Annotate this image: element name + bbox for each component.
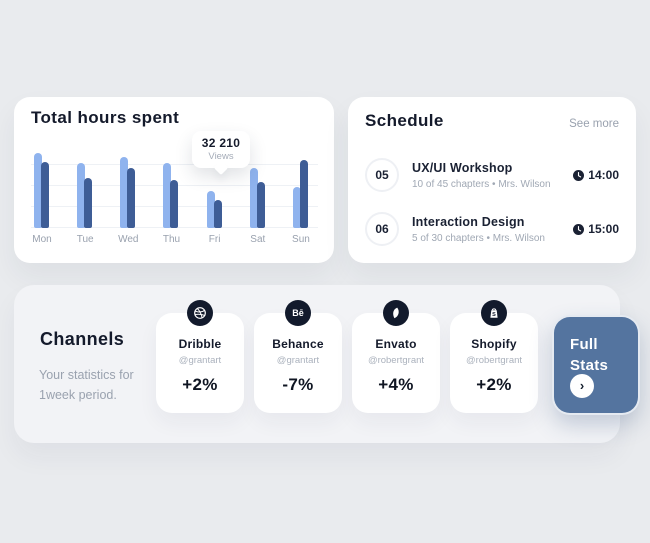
total-hours-title: Total hours spent — [31, 108, 180, 127]
schedule-item-main: Interaction Design 5 of 30 chapters • Mr… — [412, 215, 573, 244]
schedule-item-title: UX/UI Workshop — [412, 160, 513, 175]
channel-name: Shopify — [471, 337, 517, 351]
bar-group-sat[interactable]: Sat — [249, 145, 266, 245]
schedule-item-title: Interaction Design — [412, 214, 525, 229]
bar-dark[interactable] — [41, 162, 49, 228]
axis-label: Fri — [208, 234, 221, 245]
channel-change: +4% — [378, 375, 414, 394]
bar-light[interactable] — [206, 191, 215, 228]
shopify-icon: S — [481, 300, 507, 326]
bar-dark[interactable] — [170, 180, 179, 228]
channel-name: Behance — [272, 337, 324, 351]
channel-card-envato[interactable]: Envato @robertgrant +4% — [352, 300, 440, 413]
axis-label: Sun — [292, 234, 310, 245]
channel-name: Envato — [375, 337, 417, 351]
channel-change: -7% — [282, 375, 314, 394]
channel-handle: @grantart — [276, 355, 320, 366]
schedule-item-time-value: 15:00 — [588, 222, 619, 236]
channels-panel: Channels Your statistics for 1week perio… — [14, 285, 640, 443]
clock-icon — [573, 223, 585, 235]
full-stats-button[interactable]: Full Stats › — [552, 315, 640, 415]
channel-card-behance[interactable]: Bē Behance @grantart -7% — [254, 300, 342, 413]
bar-group-sun[interactable]: Sun — [292, 145, 310, 245]
bar-light[interactable] — [120, 157, 129, 228]
axis-label: Tue — [76, 234, 94, 245]
schedule-item-subtitle: 5 of 30 chapters • Mrs. Wilson — [412, 232, 545, 244]
bar-light[interactable] — [249, 168, 258, 228]
schedule-item[interactable]: 06 Interaction Design 5 of 30 chapters •… — [365, 207, 619, 251]
svg-text:S: S — [492, 312, 496, 318]
tooltip-label: Views — [208, 151, 234, 162]
arrow-right-icon[interactable]: › — [570, 374, 594, 398]
channel-handle: @robertgrant — [367, 355, 425, 366]
bar-light[interactable] — [34, 153, 42, 228]
bar-dark[interactable] — [127, 168, 136, 228]
bar-dark[interactable] — [84, 178, 93, 228]
channel-handle: @robertgrant — [465, 355, 523, 366]
channel-handle: @grantart — [178, 355, 222, 366]
bar-group-wed[interactable]: Wed — [118, 145, 139, 245]
axis-label: Wed — [118, 234, 139, 245]
schedule-title: Schedule — [365, 111, 444, 130]
bar-group-thu[interactable]: Thu — [163, 145, 180, 245]
tooltip-value: 32 210 — [201, 136, 241, 150]
dribbble-icon — [187, 300, 213, 326]
schedule-item-time: 14:00 — [573, 168, 619, 182]
bar-light[interactable] — [292, 187, 301, 228]
bar-light[interactable] — [77, 163, 86, 228]
schedule-item-time-value: 14:00 — [588, 168, 619, 182]
total-hours-card: Total hours spent Mon Tue Wed Thu Fri Sat Sun … — [14, 97, 334, 263]
schedule-item-number: 05 — [365, 158, 399, 192]
full-stats-label: Full Stats — [570, 336, 609, 374]
bar-group-mon[interactable]: Mon — [32, 145, 52, 245]
clock-icon — [573, 169, 585, 181]
axis-label: Sat — [250, 234, 266, 245]
channels-subtitle: Your statistics for 1week period. — [39, 365, 134, 405]
channel-change: +2% — [476, 375, 512, 394]
axis-label: Thu — [162, 234, 181, 245]
behance-icon: Bē — [285, 300, 311, 326]
bar-dark[interactable] — [213, 200, 222, 228]
bar-group-tue[interactable]: Tue — [77, 145, 94, 245]
channels-subtitle-line2: 1week period. — [39, 388, 117, 402]
schedule-item-main: UX/UI Workshop 10 of 45 chapters • Mrs. … — [412, 161, 573, 190]
channel-change: +2% — [182, 375, 218, 394]
bar-group-fri[interactable]: Fri — [206, 145, 223, 245]
schedule-list: 05 UX/UI Workshop 10 of 45 chapters • Mr… — [365, 153, 619, 261]
chart-gridline — [31, 164, 318, 165]
bar-dark[interactable] — [256, 182, 265, 228]
envato-icon — [383, 300, 409, 326]
channels-title: Channels — [40, 329, 125, 349]
schedule-item-subtitle: 10 of 45 chapters • Mrs. Wilson — [412, 178, 551, 190]
schedule-card: Schedule See more 05 UX/UI Workshop 10 o… — [348, 97, 636, 263]
schedule-item-time: 15:00 — [573, 222, 619, 236]
bar-dark[interactable] — [299, 160, 308, 228]
chart-bars: Mon Tue Wed Thu Fri Sat Sun — [32, 145, 310, 245]
see-more-link[interactable]: See more — [569, 118, 619, 130]
bar-light[interactable] — [163, 163, 172, 228]
hours-bar-chart: Mon Tue Wed Thu Fri Sat Sun — [31, 145, 318, 245]
schedule-item-number: 06 — [365, 212, 399, 246]
channel-card-shopify[interactable]: S Shopify @robertgrant +2% — [450, 300, 538, 413]
channel-card-dribble[interactable]: Dribble @grantart +2% — [156, 300, 244, 413]
chart-tooltip: 32 210 Views — [192, 131, 250, 168]
axis-label: Mon — [32, 234, 52, 245]
schedule-item[interactable]: 05 UX/UI Workshop 10 of 45 chapters • Mr… — [365, 153, 619, 197]
channel-name: Dribble — [178, 337, 222, 351]
channels-subtitle-line1: Your statistics for — [39, 368, 134, 382]
